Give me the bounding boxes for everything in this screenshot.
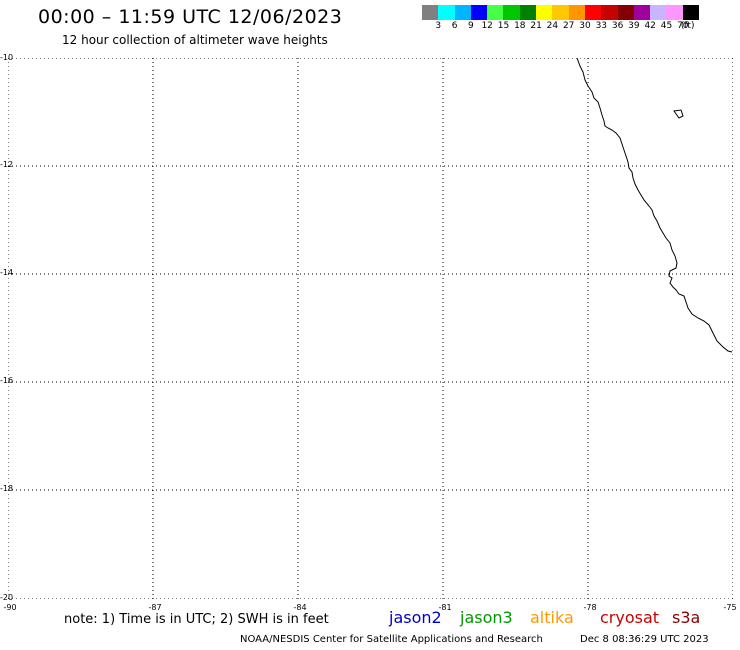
- legend-label: (ft): [680, 21, 695, 31]
- legend-label: 30: [579, 21, 591, 31]
- generation-timestamp: Dec 8 08:36:29 UTC 2023: [580, 634, 709, 645]
- legend-label: 27: [562, 21, 575, 31]
- lat-tick-label: -18: [0, 484, 14, 493]
- legend-label: 24: [546, 21, 559, 31]
- legend-swatch: [633, 5, 651, 20]
- island: [673, 109, 684, 119]
- coastline-peru: [576, 58, 733, 353]
- legend-swatch: [584, 5, 602, 20]
- lat-tick-label: -20: [0, 593, 14, 602]
- lon-tick-label: -90: [3, 603, 17, 612]
- satellite-label-cryosat: cryosat: [600, 608, 660, 627]
- legend-label: 45: [660, 21, 673, 31]
- legend-swatch: [454, 5, 471, 20]
- lon-tick-label: -78: [583, 603, 597, 612]
- lon-tick-label: -84: [293, 603, 307, 612]
- credit-text: NOAA/NESDIS Center for Satellite Applica…: [240, 634, 543, 645]
- legend-swatch: [682, 5, 700, 20]
- legend-labels: 3 6 9 12 15 18 21 24 27 30 33 36 39 42 45 70 (ft): [422, 21, 732, 33]
- legend-swatch: [438, 5, 455, 20]
- legend-label: 15: [497, 21, 510, 31]
- legend-swatch: [503, 5, 520, 20]
- legend-swatch: [422, 5, 439, 20]
- legend-label: 21: [530, 21, 542, 31]
- legend-label: 18: [514, 21, 526, 31]
- legend-label: 12: [481, 21, 493, 31]
- lon-tick-label: -87: [148, 603, 162, 612]
- map-title: 00:00 – 11:59 UTC 12/06/2023: [38, 6, 343, 28]
- lat-tick-label: -16: [0, 376, 14, 385]
- satellite-label-jason3: jason3: [460, 608, 513, 627]
- lon-tick-label: -75: [723, 603, 737, 612]
- legend-swatch: [552, 5, 569, 20]
- wave-height-color-legend: [422, 5, 700, 20]
- legend-swatch: [617, 5, 634, 20]
- legend-swatch: [568, 5, 585, 20]
- legend-label: 3: [435, 21, 442, 31]
- legend-swatch: [666, 5, 683, 20]
- legend-swatch: [536, 5, 553, 20]
- legend-swatch: [519, 5, 537, 20]
- graticule-grid: [8, 58, 733, 599]
- satellite-label-jason2: jason2: [389, 608, 442, 627]
- legend-swatch: [601, 5, 618, 20]
- map-subtitle: 12 hour collection of altimeter wave hei…: [62, 33, 328, 47]
- lat-tick-label: -10: [0, 53, 14, 62]
- legend-label: 36: [611, 21, 624, 31]
- lat-tick-label: -14: [0, 268, 14, 277]
- footer-note: note: 1) Time is in UTC; 2) SWH is in fe…: [64, 612, 329, 627]
- lat-tick-label: -12: [0, 160, 14, 169]
- satellite-label-altika: altika: [530, 608, 574, 627]
- satellite-label-s3a: s3a: [672, 608, 701, 627]
- legend-label: 33: [595, 21, 608, 31]
- legend-label: 70: [677, 21, 689, 31]
- legend-label: 6: [451, 21, 458, 31]
- legend-swatch: [470, 5, 488, 20]
- legend-label: 42: [644, 21, 656, 31]
- legend-label: 39: [628, 21, 640, 31]
- map-plot-area: [8, 58, 733, 599]
- legend-swatch: [650, 5, 667, 20]
- legend-label: 9: [468, 21, 474, 31]
- lon-tick-label: -81: [438, 603, 452, 612]
- legend-swatch: [487, 5, 504, 20]
